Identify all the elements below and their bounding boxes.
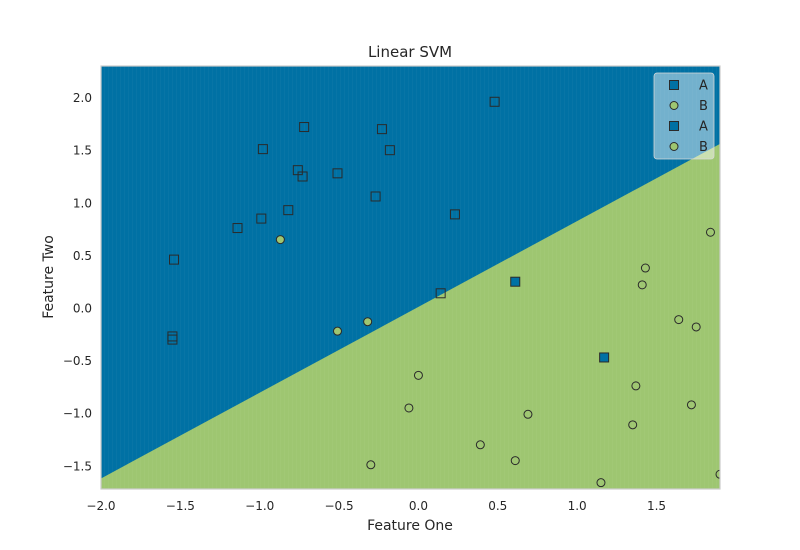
y-tick-label-4: 0.5 [73,249,92,263]
point-a-outline-0-13 [169,254,180,265]
point-b-filled-3-2 [363,317,373,327]
y-axis-ticks: −1.5 −1.0 −0.5 0.0 0.5 1.0 1.5 2.0 [63,91,92,473]
point-a-filled-2-1 [599,352,610,363]
point-b-outline-1-2 [637,280,647,290]
point-b-outline-1-3 [674,315,684,325]
legend-label-0: A [699,79,708,94]
point-b-outline-1-12 [510,456,520,466]
plot-area [101,66,720,489]
x-tick-label-4: 0.0 [409,499,428,513]
point-a-outline-0-1 [299,122,310,133]
point-b-outline-1-8 [523,409,533,419]
point-a-outline-0-11 [256,213,267,224]
point-a-outline-0-15 [167,334,178,345]
point-a-filled-2-0 [510,276,521,287]
point-b-outline-1-14 [715,469,720,479]
legend-marker-0 [669,80,679,90]
x-axis-ticks: −2.0 −1.5 −1.0 −0.5 0.0 0.5 1.0 1.5 [86,499,666,513]
x-tick-label-7: 1.5 [647,499,666,513]
y-tick-label-2: −0.5 [63,354,92,368]
point-a-outline-0-10 [449,209,460,220]
legend-label-3: B [699,140,708,155]
point-b-outline-1-9 [686,400,696,410]
point-a-outline-0-9 [283,205,294,216]
y-tick-label-1: −1.0 [63,407,92,421]
y-tick-label-5: 1.0 [73,196,92,210]
point-a-outline-0-12 [232,223,243,234]
point-a-outline-0-0 [489,96,500,107]
point-b-filled-3-1 [332,326,342,336]
y-tick-label-6: 1.5 [73,144,92,158]
legend-label-1: B [699,99,708,114]
point-a-outline-0-7 [332,168,343,179]
point-b-outline-1-13 [366,460,376,470]
point-a-outline-0-3 [257,144,268,155]
region-texture [101,66,720,489]
point-a-outline-0-4 [384,145,395,156]
legend-marker-2 [669,121,679,131]
point-a-outline-0-8 [370,191,381,202]
point-b-outline-1-1 [640,263,650,273]
legend-marker-3 [669,142,679,151]
y-tick-label-3: 0.0 [73,302,92,316]
y-tick-label-7: 2.0 [73,91,92,105]
legend-marker-1 [669,101,679,110]
point-b-outline-1-6 [631,381,641,391]
x-tick-label-5: 0.5 [488,499,507,513]
legend-label-2: A [699,120,708,135]
point-a-outline-0-6 [297,171,308,182]
point-b-outline-1-11 [475,440,485,450]
x-tick-label-3: −0.5 [325,499,354,513]
point-b-filled-3-0 [275,235,285,245]
x-axis-label: Feature One [367,518,453,534]
point-b-outline-1-15 [596,478,606,488]
x-tick-label-2: −1.0 [245,499,274,513]
point-a-outline-0-2 [376,124,387,135]
chart-title: Linear SVM [368,43,452,61]
point-b-outline-1-7 [404,403,414,413]
point-b-outline-1-0 [705,227,715,237]
y-tick-label-0: −1.5 [63,459,92,473]
plot-frame [100,65,721,490]
x-tick-label-6: 1.0 [568,499,587,513]
point-b-outline-1-10 [628,420,638,430]
point-a-outline-0-16 [435,288,446,299]
point-b-outline-1-5 [413,370,423,380]
legend-box [653,72,715,160]
point-b-outline-1-4 [691,322,701,332]
y-axis-label: Feature Two [41,235,57,319]
x-tick-label-0: −2.0 [86,499,115,513]
x-tick-label-1: −1.5 [166,499,195,513]
